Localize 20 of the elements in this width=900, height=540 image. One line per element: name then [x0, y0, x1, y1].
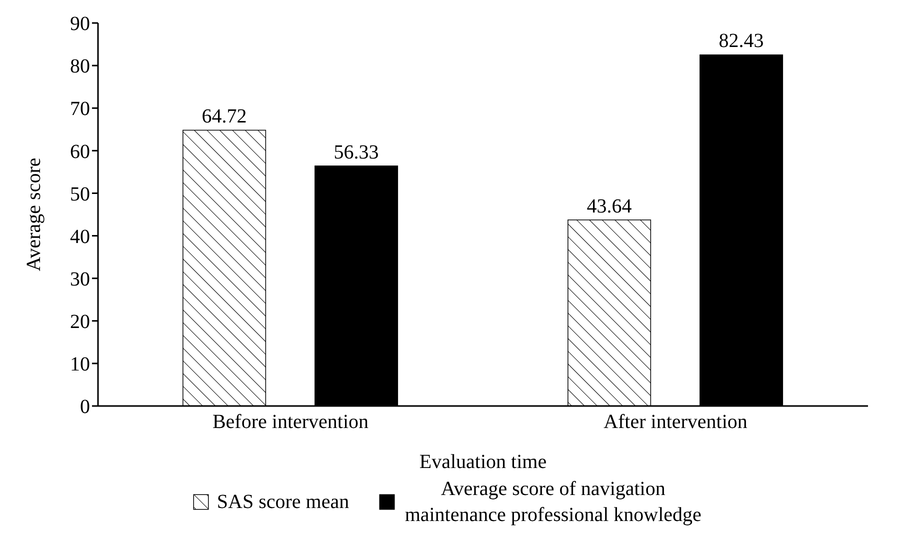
data-label: 82.43 [718, 30, 764, 52]
data-label: 43.64 [586, 195, 632, 218]
y-tick-label: 10 [70, 354, 90, 376]
y-tick-label: 0 [80, 396, 90, 418]
data-label: 64.72 [202, 106, 247, 128]
y-tick-label: 50 [70, 183, 90, 206]
y-tick-label: 80 [70, 56, 90, 78]
y-tick-label: 70 [70, 98, 90, 120]
y-tick-label: 60 [70, 140, 90, 163]
x-tick-label: After intervention [604, 411, 748, 434]
y-tick-label: 20 [70, 310, 90, 333]
data-label: 56.33 [334, 141, 379, 164]
y-axis-title: Average score [23, 158, 46, 272]
x-axis-title: Evaluation time [419, 451, 547, 473]
x-tick-label: Before intervention [212, 411, 369, 434]
y-tick-label: 40 [70, 226, 90, 248]
y-tick-label: 90 [70, 13, 90, 36]
legend-label: Average score of navigation maintenance professional knowledge [404, 477, 702, 528]
y-tick-label: 30 [70, 268, 90, 290]
legend-label: SAS score mean [216, 490, 350, 515]
